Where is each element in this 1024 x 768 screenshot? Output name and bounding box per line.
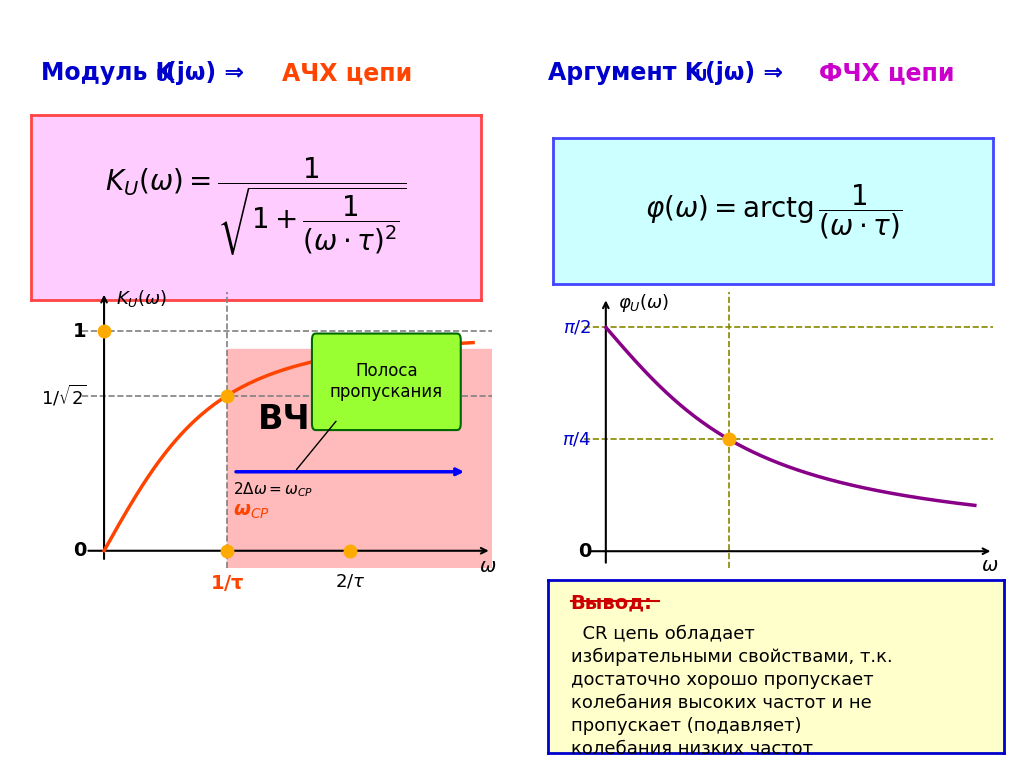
Text: $\omega$: $\omega$ <box>479 557 497 576</box>
Text: U: U <box>156 69 168 84</box>
Text: $\mathbf{1/\tau}$: $\mathbf{1/\tau}$ <box>210 573 245 593</box>
Text: CR цепь обладает
избирательными свойствами, т.к.
достаточно хорошо пропускает
ко: CR цепь обладает избирательными свойства… <box>570 625 892 757</box>
Text: $\pi/4$: $\pi/4$ <box>562 430 591 449</box>
Text: 1: 1 <box>73 322 87 341</box>
Text: 0: 0 <box>578 541 591 561</box>
Text: $\varphi_U(\omega)$: $\varphi_U(\omega)$ <box>618 293 670 314</box>
Text: АЧХ цепи: АЧХ цепи <box>282 61 412 85</box>
Text: ФЧХ цепи: ФЧХ цепи <box>819 61 954 85</box>
Text: Вывод:: Вывод: <box>570 594 652 613</box>
Point <box>653 597 666 606</box>
Text: Полоса
пропускания: Полоса пропускания <box>330 362 443 401</box>
Text: $\boldsymbol{\omega}_{CP}$: $\boldsymbol{\omega}_{CP}$ <box>233 502 270 521</box>
Text: $K_U(\omega) = \dfrac{1}{\sqrt{1+\dfrac{1}{(\omega \cdot \tau)^2}}}$: $K_U(\omega) = \dfrac{1}{\sqrt{1+\dfrac{… <box>105 156 407 259</box>
Text: $\pi/2$: $\pi/2$ <box>563 319 591 336</box>
Text: $\mathbf{1/\tau}$: $\mathbf{1/\tau}$ <box>713 605 744 624</box>
Text: $2/\tau$: $2/\tau$ <box>335 573 366 591</box>
Text: 0: 0 <box>74 541 87 561</box>
Text: Аргумент K: Аргумент K <box>548 61 702 85</box>
Text: $\varphi(\omega) = \mathrm{arctg}\,\dfrac{1}{(\omega \cdot \tau)}$: $\varphi(\omega) = \mathrm{arctg}\,\dfra… <box>644 182 902 240</box>
Text: (jω) ⇒: (jω) ⇒ <box>705 61 791 85</box>
Bar <box>227 349 492 568</box>
Text: $\boldsymbol{\omega}_{CP}$: $\boldsymbol{\omega}_{CP}$ <box>712 580 745 598</box>
Text: U: U <box>694 69 707 84</box>
FancyBboxPatch shape <box>312 333 461 430</box>
Text: $K_U(\omega)$: $K_U(\omega)$ <box>117 288 168 309</box>
Text: ВЧ: ВЧ <box>258 402 310 435</box>
Text: $\omega$: $\omega$ <box>981 556 998 575</box>
Text: $2\Delta\omega=\omega_{CP}$: $2\Delta\omega=\omega_{CP}$ <box>233 480 313 498</box>
Text: (jω) ⇒: (jω) ⇒ <box>166 61 252 85</box>
Text: $1/\sqrt{2}$: $1/\sqrt{2}$ <box>41 383 87 408</box>
Text: Модуль K: Модуль K <box>41 61 174 85</box>
Point <box>564 597 577 606</box>
